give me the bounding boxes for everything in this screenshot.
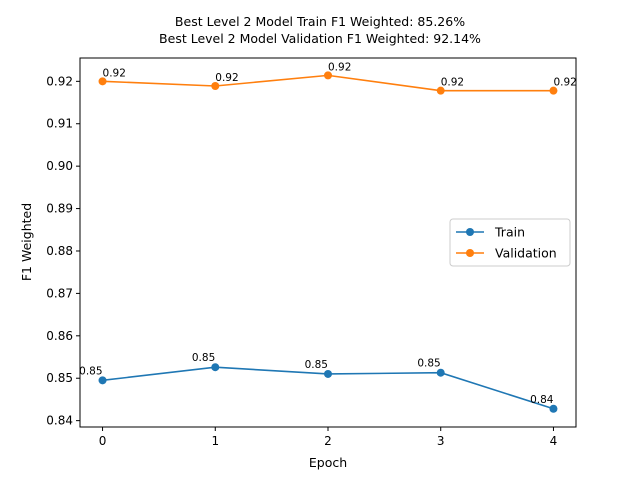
train-data-point <box>211 363 220 372</box>
chart-subtitle: Best Level 2 Model Validation F1 Weighte… <box>159 31 481 46</box>
x-tick-label: 3 <box>437 434 445 448</box>
y-axis-label: F1 Weighted <box>19 203 34 281</box>
y-tick-label: 0.88 <box>46 244 73 258</box>
train-data-label: 0.85 <box>417 358 440 370</box>
legend-train-marker <box>466 228 474 236</box>
y-tick-label: 0.87 <box>46 286 73 300</box>
chart-title: Best Level 2 Model Train F1 Weighted: 85… <box>175 14 465 29</box>
validation-data-point <box>98 77 107 86</box>
x-tick-label: 4 <box>550 434 558 448</box>
train-data-point <box>549 404 558 413</box>
train-data-label: 0.85 <box>305 359 328 371</box>
x-axis: 0 1 2 3 4 <box>99 427 558 448</box>
x-tick-label: 2 <box>324 434 332 448</box>
x-axis-label: Epoch <box>309 455 347 470</box>
legend: Train Validation <box>449 218 571 267</box>
train-data-label: 0.85 <box>79 365 102 377</box>
y-tick-label: 0.90 <box>46 159 73 173</box>
validation-data-label: 0.92 <box>103 67 126 79</box>
train-data-label: 0.85 <box>192 352 215 364</box>
x-tick-label: 1 <box>211 434 219 448</box>
legend-train-label: Train <box>494 225 525 240</box>
train-data-point <box>324 369 332 378</box>
train-data-label: 0.84 <box>530 394 554 406</box>
validation-data-point <box>436 86 445 95</box>
y-tick-label: 0.86 <box>46 329 73 343</box>
legend-validation-marker <box>466 249 474 257</box>
plot-marks: 0.85 0.85 0.85 0.85 0.84 0.92 0.92 0.92 0.92 0.92 <box>79 61 577 413</box>
y-tick-label: 0.84 <box>46 414 73 428</box>
legend-validation-label: Validation <box>495 246 557 261</box>
validation-data-point <box>324 71 332 80</box>
validation-data-point <box>211 81 220 90</box>
train-data-point <box>98 376 107 385</box>
validation-data-label: 0.92 <box>215 72 238 84</box>
y-tick-label: 0.85 <box>46 371 73 385</box>
validation-data-point <box>549 86 558 95</box>
y-tick-label: 0.91 <box>46 117 73 131</box>
validation-data-label: 0.92 <box>553 77 576 89</box>
x-tick-label: 0 <box>99 434 107 448</box>
y-tick-label: 0.92 <box>46 74 73 88</box>
y-tick-label: 0.89 <box>46 202 73 216</box>
y-axis: 0.84 0.85 0.86 0.87 0.88 0.89 0.90 0.91 0.92 <box>46 74 80 428</box>
validation-data-label: 0.92 <box>328 61 351 73</box>
train-data-point <box>436 368 445 377</box>
validation-data-label: 0.92 <box>441 77 464 89</box>
legend-frame <box>449 218 571 267</box>
